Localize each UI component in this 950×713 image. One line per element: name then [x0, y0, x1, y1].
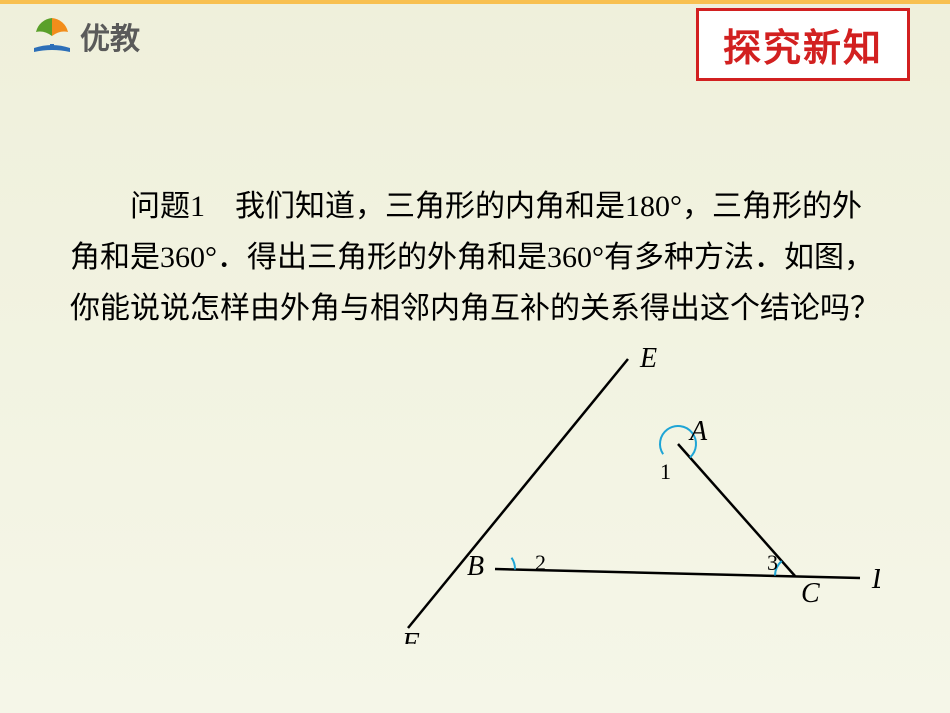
brand-logo: 优教: [30, 14, 140, 58]
svg-text:F: F: [401, 628, 420, 644]
section-title: 探究新知: [723, 28, 883, 70]
section-title-box: 探究新知: [696, 8, 910, 81]
svg-text:3: 3: [767, 550, 778, 575]
brand-name: 优教: [80, 14, 140, 58]
logo-icon: [30, 14, 74, 58]
svg-text:1: 1: [660, 459, 671, 484]
svg-text:D: D: [871, 564, 880, 595]
svg-text:C: C: [801, 578, 820, 609]
content-area: 问题1 我们知道，三角形的内角和是180°，三角形的外角和是360°．得出三角形…: [0, 81, 950, 334]
svg-text:2: 2: [535, 550, 546, 575]
problem-paragraph: 问题1 我们知道，三角形的内角和是180°，三角形的外角和是360°．得出三角形…: [70, 181, 880, 334]
problem-label: 问题1: [130, 190, 205, 223]
svg-text:B: B: [467, 551, 484, 582]
svg-text:E: E: [639, 344, 657, 374]
svg-text:A: A: [688, 416, 708, 447]
geometry-diagram: A B C D E F 1 2 3: [380, 344, 880, 644]
